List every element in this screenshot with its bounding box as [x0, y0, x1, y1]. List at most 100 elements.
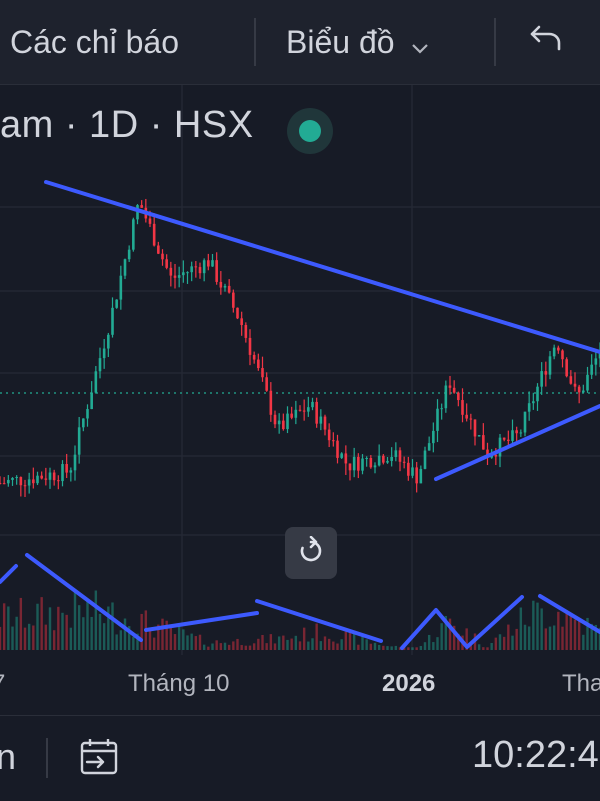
candle-body: [557, 347, 560, 351]
candle-body: [40, 475, 43, 479]
volume-bar: [269, 634, 273, 650]
candle-body: [332, 440, 335, 442]
candle-body: [340, 453, 343, 458]
candle-body: [327, 429, 331, 441]
volume-bar: [27, 623, 31, 650]
symbol-title[interactable]: am · 1D · HSX: [0, 104, 254, 146]
candle-body: [469, 418, 473, 420]
x-axis-label: Tha: [562, 670, 600, 697]
candle-body: [577, 386, 581, 393]
candle-body: [477, 435, 481, 437]
toolbar-divider: [254, 18, 256, 66]
calendar-arrow-icon: [77, 735, 121, 784]
candle-body: [440, 408, 443, 410]
volume-bar: [194, 636, 198, 650]
candle-body: [232, 292, 235, 308]
volume-bar: [548, 626, 552, 650]
price-candles: [0, 198, 600, 497]
candle-body: [161, 253, 164, 260]
candlestick-chart[interactable]: [0, 85, 600, 715]
toolbar-divider: [494, 18, 496, 66]
candle-body: [519, 432, 523, 434]
candle-body: [407, 462, 410, 476]
volume-bar: [232, 641, 235, 650]
indicators-button[interactable]: Các chỉ báo: [10, 0, 179, 84]
candle-body: [265, 377, 268, 391]
volume-bar: [527, 626, 531, 650]
candle-body: [436, 408, 439, 431]
top-toolbar: Các chỉ báo Biểu đồ: [0, 0, 600, 85]
volume-bar: [252, 643, 256, 650]
candle-body: [65, 464, 68, 473]
volume-bar: [148, 628, 152, 650]
volume-bar: [552, 625, 556, 650]
chevron-down-icon: [411, 26, 429, 63]
candle-body: [298, 409, 302, 411]
volume-bar: [427, 634, 431, 650]
go-to-date-button[interactable]: [74, 734, 124, 784]
volume-bar: [169, 627, 173, 650]
candle-body: [148, 218, 152, 224]
candle-body: [544, 371, 548, 375]
volume-bar: [173, 634, 177, 650]
bottom-toolbar: n 10:22:41: [0, 715, 600, 801]
status-dot: [299, 120, 321, 142]
candle-body: [565, 359, 568, 377]
volume-bar: [448, 618, 452, 650]
candle-body: [382, 455, 385, 463]
candle-body: [573, 383, 577, 387]
candle-body: [307, 407, 310, 412]
range-button[interactable]: n: [0, 736, 17, 777]
candle-body: [269, 390, 273, 415]
volume-bar: [432, 642, 435, 650]
volume-bar: [586, 617, 589, 650]
market-status-indicator[interactable]: [287, 108, 333, 154]
volume-bar: [515, 628, 518, 650]
volume-bar: [377, 644, 381, 650]
volume-bar: [11, 626, 14, 650]
candle-body: [102, 348, 106, 359]
volume-bar: [211, 643, 214, 650]
volume-bar: [198, 634, 202, 650]
candle-body: [211, 260, 214, 267]
volume-bar: [132, 636, 135, 650]
volume-bar: [290, 638, 293, 650]
candle-body: [2, 483, 6, 485]
volume-bar: [44, 624, 48, 650]
chart-type-dropdown[interactable]: Biểu đồ: [286, 0, 429, 84]
volume-bar: [7, 606, 10, 650]
support-trendline: [434, 404, 600, 481]
volume-bar: [182, 629, 185, 650]
candle-body: [57, 480, 60, 482]
candle-body: [115, 299, 118, 308]
chart-pane[interactable]: [0, 85, 600, 715]
volume-bar: [569, 613, 573, 650]
volume-bar: [244, 645, 248, 650]
candle-body: [302, 410, 306, 412]
candle-body: [61, 464, 64, 482]
candle-body: [465, 414, 468, 419]
candle-body: [402, 461, 406, 463]
candle-body: [315, 401, 318, 424]
candle-body: [386, 460, 389, 463]
candle-body: [486, 449, 489, 458]
volume-bar: [202, 644, 206, 650]
volume-bar: [336, 643, 339, 650]
candle-body: [157, 245, 160, 254]
undo-icon: [529, 23, 563, 61]
candle-body: [357, 456, 360, 471]
candle-body: [27, 479, 31, 486]
volume-bar: [369, 643, 373, 650]
candle-body: [177, 275, 181, 278]
candle-body: [173, 275, 177, 278]
volume-bar: [498, 634, 502, 650]
volume-bar: [94, 590, 98, 650]
candle-body: [111, 307, 114, 335]
reset-chart-button[interactable]: [285, 527, 337, 579]
candle-body: [198, 267, 202, 274]
undo-button[interactable]: [522, 0, 570, 84]
candle-body: [498, 437, 502, 457]
volume-bar: [277, 636, 281, 650]
candle-body: [240, 318, 243, 326]
candle-body: [411, 467, 414, 476]
